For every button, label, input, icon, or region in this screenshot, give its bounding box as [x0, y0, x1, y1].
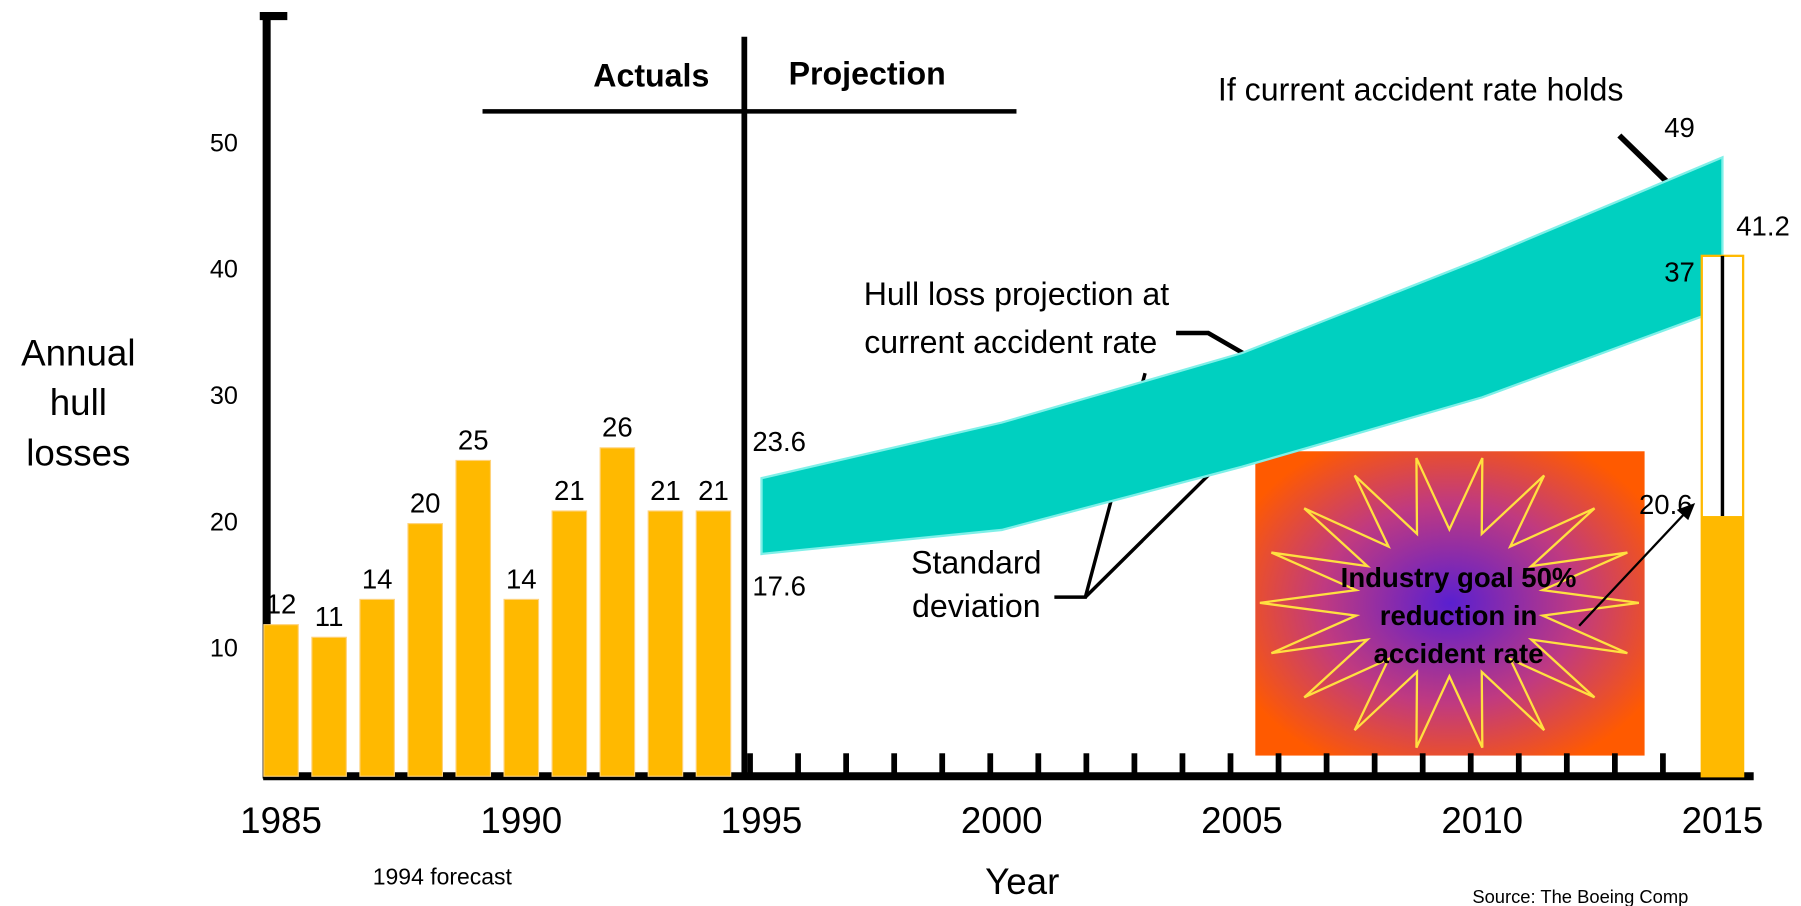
band-label: 23.6 [752, 426, 806, 457]
actuals-label: Actuals [593, 58, 709, 94]
band-label: 17.6 [752, 571, 806, 602]
goal-label: accident rate [1374, 638, 1544, 669]
goal-arrowhead [1676, 502, 1696, 521]
projection-label: Projection [789, 55, 946, 91]
bar-value-label: 11 [315, 601, 344, 632]
target-label: 41.2 [1736, 211, 1790, 242]
band-label: 49 [1664, 112, 1695, 143]
goal-arrow [1578, 511, 1687, 627]
std-dev-leader [1084, 469, 1215, 599]
std-dev-label: Standard [911, 544, 1041, 580]
bar-value-label: 21 [554, 475, 585, 506]
hull-projection-label: current accident rate [864, 324, 1157, 360]
bar [503, 598, 540, 777]
y-axis-label: losses [26, 433, 130, 474]
bar-value-label: 20 [410, 488, 441, 519]
bar-value-label: 21 [650, 475, 681, 506]
bar [695, 510, 732, 777]
bar [647, 510, 684, 777]
bar-value-label: 21 [698, 475, 729, 506]
y-axis-label: hull [50, 382, 107, 423]
bar-value-label: 14 [362, 563, 393, 594]
x-tick-label: 1995 [721, 800, 803, 841]
bar [359, 598, 395, 777]
x-axis-label: Year [985, 861, 1059, 902]
holds-label: If current accident rate holds [1218, 71, 1624, 107]
bar-value-label: 14 [506, 563, 537, 594]
goal-box [1255, 451, 1645, 756]
bar [263, 624, 299, 777]
x-tick-label: 2005 [1201, 800, 1283, 841]
y-tick-label: 10 [210, 635, 238, 663]
x-tick-label: 2015 [1682, 800, 1764, 841]
y-tick-label: 20 [210, 508, 238, 536]
bar [407, 523, 443, 777]
hull-projection-label: Hull loss projection at [864, 276, 1170, 312]
forecast-note: 1994 forecast [373, 864, 513, 890]
goal-label-value: 20.6 [1639, 489, 1693, 520]
std-dev-label: deviation [912, 588, 1041, 624]
goal-bar [1701, 516, 1744, 777]
y-axis-label: Annual [21, 333, 135, 374]
goal-label: Industry goal 50% [1341, 562, 1577, 593]
bar-value-label: 26 [602, 412, 633, 443]
bar-value-label: 25 [458, 424, 489, 455]
y-tick-label: 30 [210, 382, 238, 410]
source-note: Source: The Boeing Comp [1472, 886, 1688, 906]
starburst [1259, 457, 1640, 749]
bar [551, 510, 588, 777]
bar [311, 636, 347, 777]
x-tick-label: 1990 [480, 800, 562, 841]
band-label: 37 [1664, 257, 1695, 288]
bar [455, 459, 492, 777]
y-tick-label: 40 [210, 256, 238, 284]
x-tick-label: 2010 [1441, 800, 1523, 841]
x-tick-label: 2000 [961, 800, 1043, 841]
x-tick-label: 1985 [240, 800, 322, 841]
bar-value-label: 12 [266, 589, 297, 620]
y-tick-label: 50 [210, 129, 238, 157]
bar [599, 447, 636, 777]
goal-label: reduction in [1380, 600, 1538, 631]
